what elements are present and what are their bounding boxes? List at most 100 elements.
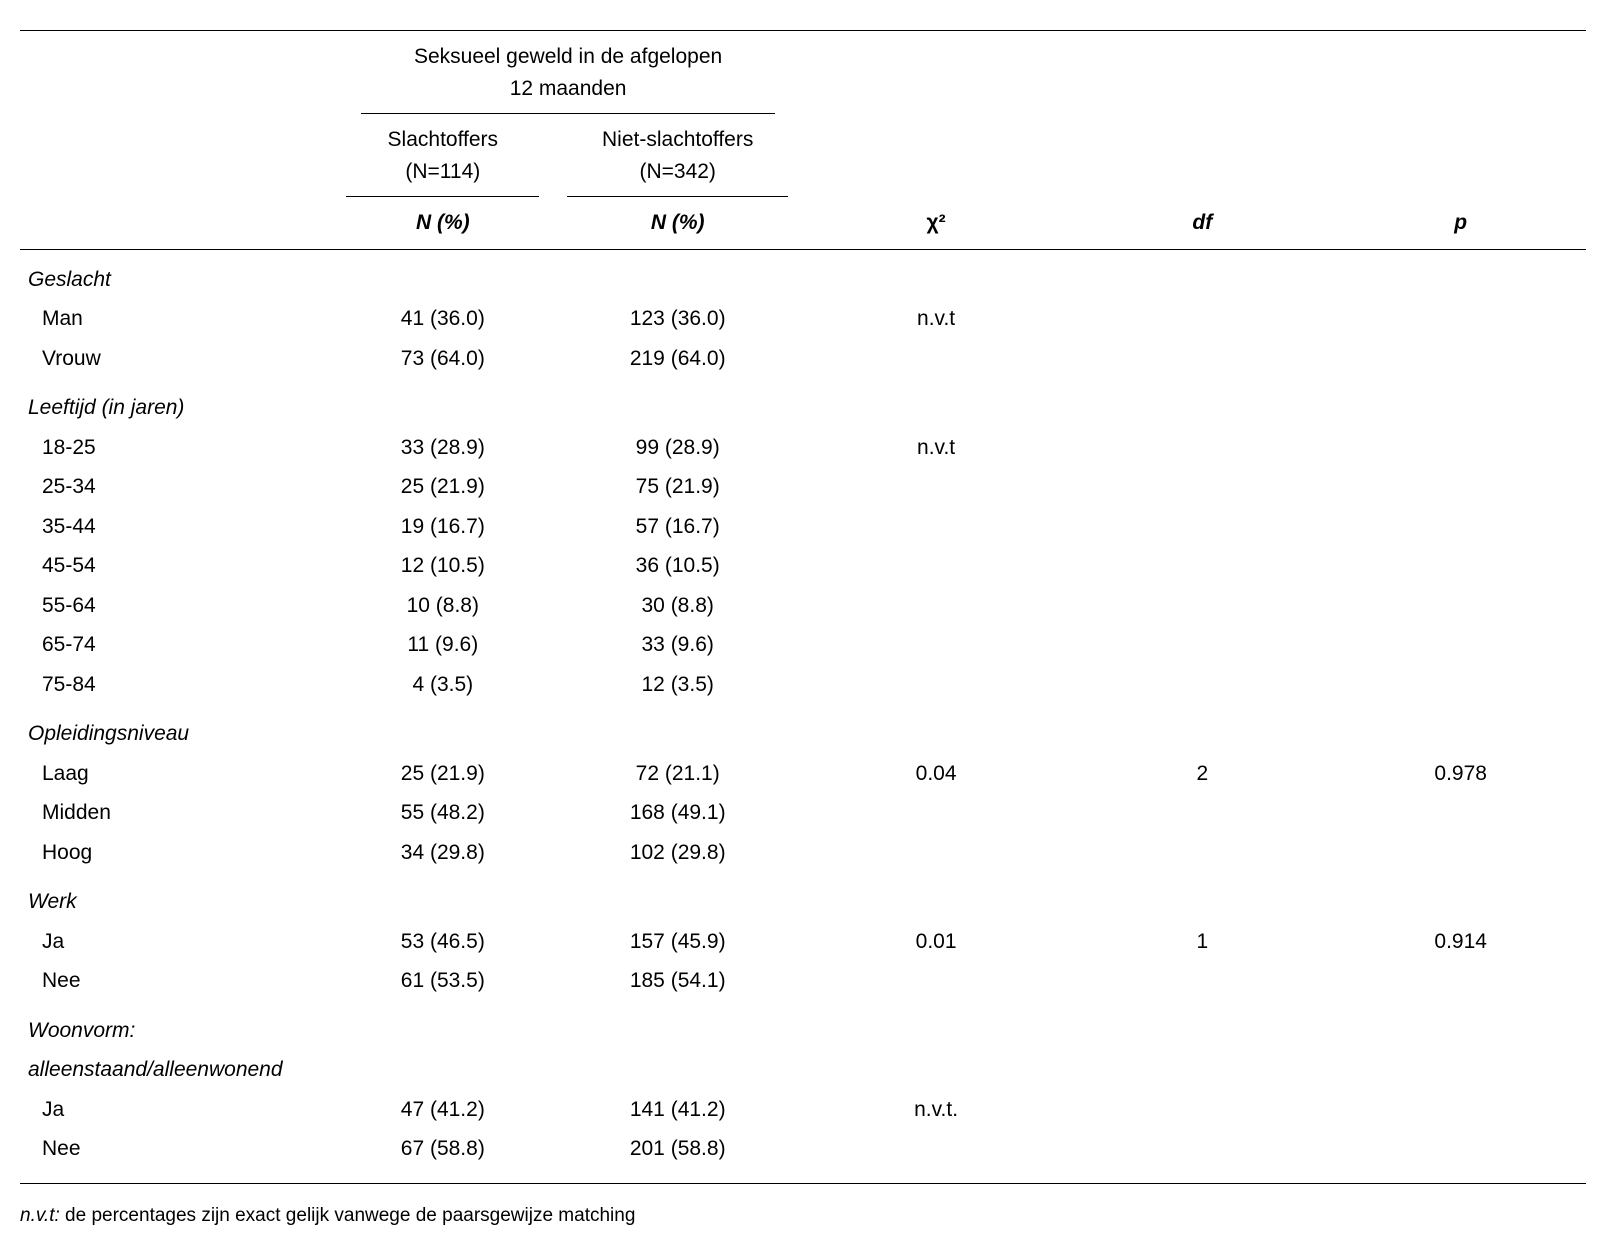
footnote: n.v.t: de percentages zijn exact gelijk … (20, 1192, 1586, 1231)
cell-df (1069, 467, 1335, 507)
table-row: 18-2533 (28.9)99 (28.9)n.v.t (20, 428, 1586, 468)
cell-chi2 (803, 546, 1069, 586)
cell-df (1069, 1090, 1335, 1130)
cell-chi2 (803, 625, 1069, 665)
cell-victims: 73 (64.0) (333, 339, 552, 379)
table-row: 25-3425 (21.9)75 (21.9) (20, 467, 1586, 507)
cell-chi2: n.v.t. (803, 1090, 1069, 1130)
cell-victims: 61 (53.5) (333, 961, 552, 1001)
table-body: GeslachtMan41 (36.0)123 (36.0)n.v.tVrouw… (20, 249, 1586, 1183)
cell-nonvictims: 75 (21.9) (552, 467, 803, 507)
table-row: 65-7411 (9.6)33 (9.6) (20, 625, 1586, 665)
cell-df (1069, 546, 1335, 586)
cell-df (1069, 665, 1335, 705)
cell-p: 0.978 (1335, 754, 1586, 794)
table-row: Leeftijd (in jaren) (20, 378, 1586, 428)
row-label: 18-25 (20, 428, 333, 468)
cell-chi2 (803, 793, 1069, 833)
cell-chi2 (803, 833, 1069, 873)
cell-p (1335, 507, 1586, 547)
cell-df (1069, 1129, 1335, 1169)
cell-nonvictims: 219 (64.0) (552, 339, 803, 379)
cell-chi2: 0.01 (803, 922, 1069, 962)
cell-victims: 55 (48.2) (333, 793, 552, 833)
col-header-df: df (1069, 197, 1335, 249)
section-title: Geslacht (20, 249, 1586, 299)
cell-victims: 25 (21.9) (333, 754, 552, 794)
cell-p (1335, 793, 1586, 833)
cell-df (1069, 507, 1335, 547)
table-row: Werk (20, 872, 1586, 922)
cell-chi2 (803, 961, 1069, 1001)
cell-victims: 10 (8.8) (333, 586, 552, 626)
cell-nonvictims: 123 (36.0) (552, 299, 803, 339)
cell-chi2: n.v.t (803, 299, 1069, 339)
cell-df (1069, 428, 1335, 468)
table-row: 45-5412 (10.5)36 (10.5) (20, 546, 1586, 586)
cell-p (1335, 1129, 1586, 1169)
cell-nonvictims: 157 (45.9) (552, 922, 803, 962)
section-title: Opleidingsniveau (20, 704, 1586, 754)
col-header-p: p (1335, 197, 1586, 249)
row-label: Laag (20, 754, 333, 794)
cell-nonvictims: 33 (9.6) (552, 625, 803, 665)
cell-chi2 (803, 586, 1069, 626)
cell-nonvictims: 185 (54.1) (552, 961, 803, 1001)
cell-victims: 25 (21.9) (333, 467, 552, 507)
cell-chi2 (803, 339, 1069, 379)
section-title-line2: alleenstaand/alleenwonend (20, 1050, 1586, 1090)
cell-p (1335, 339, 1586, 379)
row-label: 25-34 (20, 467, 333, 507)
cell-p (1335, 833, 1586, 873)
cell-chi2 (803, 665, 1069, 705)
table-row: Ja53 (46.5)157 (45.9)0.0110.914 (20, 922, 1586, 962)
cell-df (1069, 961, 1335, 1001)
cell-nonvictims: 72 (21.1) (552, 754, 803, 794)
table-row: Ja47 (41.2)141 (41.2)n.v.t. (20, 1090, 1586, 1130)
cell-p (1335, 467, 1586, 507)
cell-nonvictims: 36 (10.5) (552, 546, 803, 586)
group-header-cell: Seksueel geweld in de afgelopen 12 maand… (333, 31, 803, 115)
cell-nonvictims: 102 (29.8) (552, 833, 803, 873)
cell-p (1335, 586, 1586, 626)
cell-df (1069, 793, 1335, 833)
row-label: Ja (20, 922, 333, 962)
row-label: 75-84 (20, 665, 333, 705)
cell-victims: 12 (10.5) (333, 546, 552, 586)
cell-df (1069, 625, 1335, 665)
table-row: Midden55 (48.2)168 (49.1) (20, 793, 1586, 833)
group-title-line2: 12 maanden (510, 77, 627, 100)
cell-nonvictims: 141 (41.2) (552, 1090, 803, 1130)
table-row (20, 1169, 1586, 1184)
row-label: 55-64 (20, 586, 333, 626)
row-label: Nee (20, 1129, 333, 1169)
table-row: alleenstaand/alleenwonend (20, 1050, 1586, 1090)
table-row: Woonvorm: (20, 1001, 1586, 1051)
table-row: Geslacht (20, 249, 1586, 299)
cell-chi2 (803, 467, 1069, 507)
cell-p (1335, 428, 1586, 468)
cell-nonvictims: 168 (49.1) (552, 793, 803, 833)
cell-p (1335, 299, 1586, 339)
col-header-npct-2: N (%) (552, 197, 803, 249)
cell-df (1069, 833, 1335, 873)
cell-chi2 (803, 507, 1069, 547)
cell-df (1069, 299, 1335, 339)
cell-nonvictims: 201 (58.8) (552, 1129, 803, 1169)
table-row: Opleidingsniveau (20, 704, 1586, 754)
cell-chi2 (803, 1129, 1069, 1169)
cell-victims: 19 (16.7) (333, 507, 552, 547)
row-label: Midden (20, 793, 333, 833)
footnote-text: de percentages zijn exact gelijk vanwege… (60, 1205, 636, 1226)
cell-p (1335, 546, 1586, 586)
section-title: Werk (20, 872, 1586, 922)
statistics-table: Seksueel geweld in de afgelopen 12 maand… (20, 30, 1586, 1192)
table-row: Hoog34 (29.8)102 (29.8) (20, 833, 1586, 873)
table-row: 35-4419 (16.7)57 (16.7) (20, 507, 1586, 547)
row-label: Vrouw (20, 339, 333, 379)
cell-nonvictims: 30 (8.8) (552, 586, 803, 626)
col-header-victims: Slachtoffers (N=114) (333, 114, 552, 197)
row-label: Ja (20, 1090, 333, 1130)
cell-chi2: n.v.t (803, 428, 1069, 468)
cell-victims: 53 (46.5) (333, 922, 552, 962)
